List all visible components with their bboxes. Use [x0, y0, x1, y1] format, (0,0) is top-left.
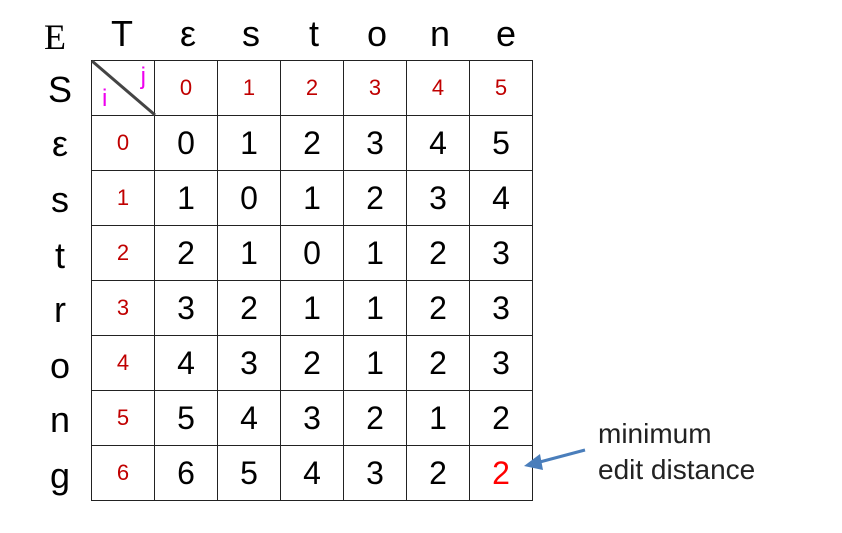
- matrix-cell: 3: [469, 335, 533, 391]
- table-row: 5 5 4 3 2 1 2: [91, 390, 533, 446]
- matrix-cell: 3: [343, 115, 407, 171]
- col-index: 0: [154, 60, 218, 116]
- source-char: n: [49, 399, 71, 440]
- table-row: 2 2 1 0 1 2 3: [91, 225, 533, 281]
- source-char: s: [51, 179, 69, 220]
- minimum-edit-distance-cell: 2: [469, 445, 533, 501]
- matrix-cell: 4: [406, 115, 470, 171]
- table-row: 1 1 0 1 2 3 4: [91, 170, 533, 226]
- matrix-cell: 0: [217, 170, 281, 226]
- matrix-cell: 2: [280, 115, 344, 171]
- target-char: o: [366, 13, 388, 54]
- matrix-cell: 3: [406, 170, 470, 226]
- corner-e-label: E: [44, 17, 66, 57]
- annotation-line-2: edit distance: [598, 454, 756, 485]
- row-index: 2: [91, 225, 155, 281]
- row-index: 3: [91, 280, 155, 336]
- matrix-cell: 5: [154, 390, 218, 446]
- matrix-cell: 4: [154, 335, 218, 391]
- target-char: s: [242, 13, 260, 54]
- matrix-cell: 5: [217, 445, 281, 501]
- source-char: r: [54, 289, 66, 330]
- row-index: 0: [91, 115, 155, 171]
- target-char: ε: [179, 13, 197, 54]
- matrix-cell: 1: [343, 335, 407, 391]
- axis-i-label: i: [102, 85, 108, 112]
- matrix-cell: 3: [343, 445, 407, 501]
- matrix-cell: 2: [406, 335, 470, 391]
- target-char: t: [308, 13, 319, 54]
- col-index: 4: [406, 60, 470, 116]
- matrix-cell: 5: [469, 115, 533, 171]
- matrix-cell: 1: [217, 115, 281, 171]
- matrix-cell: 1: [343, 225, 407, 281]
- matrix-cell: 3: [217, 335, 281, 391]
- matrix-cell: 3: [154, 280, 218, 336]
- matrix-cell: 1: [406, 390, 470, 446]
- matrix-cell: 0: [280, 225, 344, 281]
- axis-j-label: j: [140, 63, 146, 90]
- matrix-cell: 2: [343, 170, 407, 226]
- source-char: t: [54, 235, 65, 276]
- row-index: 5: [91, 390, 155, 446]
- matrix-cell: 3: [469, 280, 533, 336]
- matrix-cell: 2: [406, 225, 470, 281]
- matrix-cell: 2: [406, 445, 470, 501]
- target-char: e: [495, 13, 517, 54]
- matrix-cell: 2: [343, 390, 407, 446]
- table-row: 6 6 5 4 3 2 2: [91, 445, 533, 501]
- table-row: 4 4 3 2 1 2 3: [91, 335, 533, 391]
- matrix-cell: 1: [217, 225, 281, 281]
- matrix-cell: 2: [217, 280, 281, 336]
- target-string-label: T: [111, 13, 133, 54]
- index-header-row: j i 0 1 2 3 4 5: [91, 60, 533, 116]
- matrix-cell: 2: [406, 280, 470, 336]
- matrix-cell: 1: [280, 170, 344, 226]
- matrix-cell: 2: [280, 335, 344, 391]
- matrix-cell: 4: [217, 390, 281, 446]
- row-index: 1: [91, 170, 155, 226]
- edit-distance-table: j i 0 1 2 3 4 5 0 0 1 2 3 4 5 1 1 0 1 2 …: [91, 60, 533, 501]
- col-index: 1: [217, 60, 281, 116]
- matrix-cell: 0: [154, 115, 218, 171]
- matrix-cell: 4: [469, 170, 533, 226]
- matrix-cell: 1: [280, 280, 344, 336]
- source-char: o: [49, 345, 71, 386]
- matrix-cell: 1: [154, 170, 218, 226]
- matrix-cell: 4: [280, 445, 344, 501]
- col-index: 3: [343, 60, 407, 116]
- col-index: 5: [469, 60, 533, 116]
- annotation-line-1: minimum: [598, 418, 712, 449]
- source-char: ε: [51, 123, 69, 164]
- origin-cell: j i: [91, 60, 155, 116]
- source-string-label: S: [47, 69, 72, 110]
- matrix-cell: 2: [469, 390, 533, 446]
- col-index: 2: [280, 60, 344, 116]
- target-char: n: [429, 13, 451, 54]
- row-index: 6: [91, 445, 155, 501]
- matrix-cell: 3: [280, 390, 344, 446]
- table-row: 0 0 1 2 3 4 5: [91, 115, 533, 171]
- minimum-edit-distance-annotation: minimum edit distance: [598, 416, 755, 488]
- table-row: 3 3 2 1 1 2 3: [91, 280, 533, 336]
- row-index: 4: [91, 335, 155, 391]
- matrix-cell: 2: [154, 225, 218, 281]
- matrix-cell: 6: [154, 445, 218, 501]
- annotation-arrow-shaft: [535, 448, 586, 465]
- source-char: g: [49, 455, 71, 496]
- matrix-cell: 3: [469, 225, 533, 281]
- matrix-cell: 1: [343, 280, 407, 336]
